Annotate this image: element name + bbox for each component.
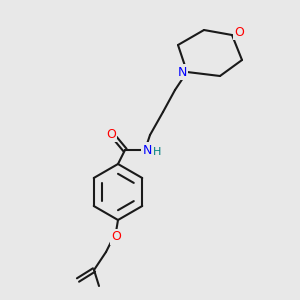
Text: N: N xyxy=(142,143,152,157)
Text: O: O xyxy=(111,230,121,244)
Text: O: O xyxy=(234,26,244,38)
Text: N: N xyxy=(177,65,187,79)
Text: H: H xyxy=(153,147,161,157)
Text: O: O xyxy=(106,128,116,140)
